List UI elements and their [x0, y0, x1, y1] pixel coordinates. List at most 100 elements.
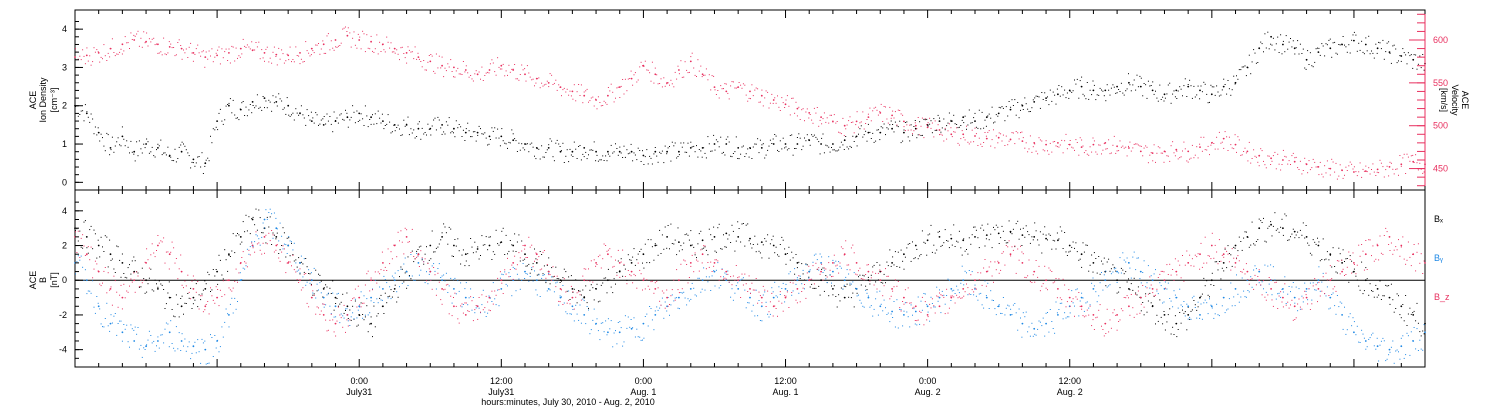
- velocity-sample: [457, 67, 459, 69]
- density-sample: [939, 117, 940, 119]
- velocity-sample: [1159, 147, 1161, 149]
- bx-sample: [1282, 234, 1284, 236]
- velocity-sample: [522, 69, 524, 71]
- velocity-point: [1270, 157, 1272, 160]
- by-sample: [930, 296, 932, 298]
- bz-sample: [359, 304, 361, 306]
- bx-sample: [227, 270, 229, 272]
- by-sample: [1055, 301, 1057, 303]
- velocity-sample: [1339, 164, 1341, 166]
- density-sample: [634, 154, 636, 156]
- bx-sample: [1304, 237, 1306, 239]
- density-sample: [173, 160, 175, 162]
- bz-sample: [541, 268, 543, 270]
- density-sample: [1218, 95, 1220, 97]
- bx-sample: [161, 284, 163, 286]
- velocity-sample: [211, 48, 213, 50]
- by-sample: [1211, 307, 1213, 309]
- density-sample: [561, 150, 562, 152]
- velocity-sample: [1298, 169, 1300, 170]
- density-sample: [451, 131, 453, 133]
- by-sample: [1163, 301, 1165, 303]
- density-sample: [266, 107, 268, 109]
- by-sample: [791, 294, 793, 296]
- by-sample: [863, 306, 865, 308]
- bx-sample: [1010, 232, 1012, 234]
- density-sample: [1223, 78, 1225, 80]
- velocity-sample: [853, 132, 855, 134]
- density-sample: [1352, 34, 1354, 36]
- by-sample: [1105, 270, 1107, 272]
- velocity-sample: [1389, 161, 1391, 163]
- velocity-sample: [266, 46, 268, 48]
- by-sample: [1420, 348, 1422, 350]
- bz-sample: [244, 261, 246, 263]
- by-sample: [717, 262, 719, 264]
- by-sample: [391, 275, 393, 277]
- bz-point: [133, 279, 136, 282]
- density-sample: [1324, 55, 1326, 57]
- velocity-sample: [681, 76, 683, 78]
- by-sample: [138, 348, 140, 350]
- by-point: [228, 314, 230, 316]
- bx-sample: [1228, 253, 1230, 254]
- density-sample: [616, 148, 618, 149]
- bz-sample: [484, 307, 486, 309]
- velocity-sample: [161, 54, 163, 56]
- density-sample: [973, 117, 975, 119]
- by-sample: [1160, 285, 1162, 287]
- by-sample: [902, 325, 904, 327]
- bx-point: [1175, 322, 1178, 325]
- velocity-sample: [359, 36, 361, 38]
- by-sample: [1332, 292, 1334, 294]
- bz-sample: [586, 280, 588, 282]
- bz-sample: [215, 286, 217, 288]
- bx-sample: [1152, 305, 1154, 306]
- by-sample: [1405, 354, 1407, 356]
- velocity-sample: [514, 64, 516, 65]
- bx-sample: [761, 257, 763, 259]
- bx-point: [157, 288, 159, 290]
- velocity-sample: [1071, 146, 1073, 148]
- bx-sample: [433, 251, 435, 253]
- bx-sample: [153, 290, 155, 292]
- velocity-sample: [1264, 164, 1266, 166]
- velocity-sample: [970, 141, 972, 143]
- bx-sample: [1201, 293, 1203, 295]
- by-sample: [555, 282, 557, 284]
- by-sample: [231, 297, 233, 299]
- bx-sample: [917, 258, 919, 260]
- by-sample: [826, 282, 828, 283]
- by-sample: [1130, 277, 1132, 279]
- velocity-sample: [1415, 154, 1417, 156]
- density-sample: [931, 132, 933, 134]
- by-sample: [1024, 316, 1026, 318]
- velocity-sample: [458, 73, 460, 75]
- velocity-sample: [1182, 150, 1183, 152]
- velocity-sample: [454, 76, 456, 78]
- density-sample: [1108, 89, 1110, 91]
- bx-sample: [158, 280, 160, 282]
- velocity-sample: [623, 93, 625, 95]
- velocity-sample: [1302, 170, 1304, 171]
- velocity-sample: [313, 52, 315, 54]
- density-sample: [603, 160, 605, 161]
- bx-sample: [1284, 213, 1286, 215]
- velocity-sample: [960, 138, 962, 140]
- density-sample: [411, 132, 413, 134]
- bx-sample: [781, 236, 783, 238]
- by-sample: [1039, 321, 1041, 323]
- by-sample: [899, 309, 901, 310]
- by-sample: [1176, 297, 1178, 299]
- bx-sample: [82, 247, 84, 249]
- velocity-sample: [1221, 141, 1223, 143]
- bx-sample: [703, 247, 705, 249]
- by-sample: [242, 267, 244, 269]
- density-sample: [438, 119, 440, 121]
- bz-sample: [798, 275, 800, 277]
- bz-point: [1139, 296, 1142, 299]
- density-sample: [1014, 99, 1016, 101]
- bx-sample: [694, 254, 696, 256]
- by-sample: [715, 269, 717, 271]
- density-sample: [607, 153, 609, 155]
